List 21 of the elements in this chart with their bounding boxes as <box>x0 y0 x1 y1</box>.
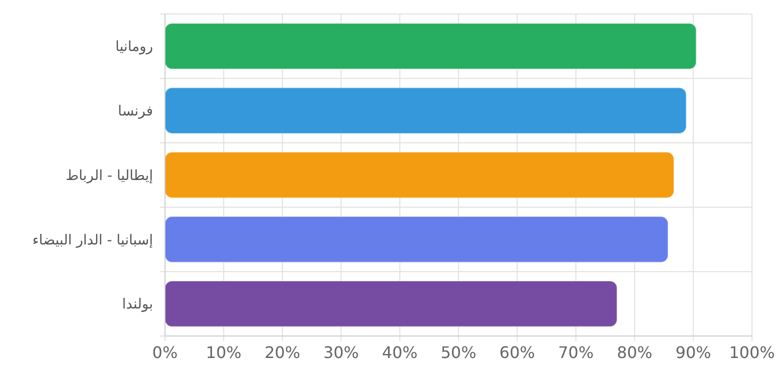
x-tick-label: 30% <box>323 343 359 362</box>
y-tick-label: إيطاليا - الرباط <box>66 168 154 184</box>
bar <box>164 22 697 70</box>
x-tick-label: 70% <box>558 343 594 362</box>
x-tick-label: 100% <box>729 343 775 362</box>
x-tick-label: 50% <box>440 343 476 362</box>
x-tick-label: 20% <box>264 343 300 362</box>
x-tick-label: 0% <box>152 343 178 362</box>
x-tick-label: 90% <box>676 343 712 362</box>
bar <box>164 280 618 328</box>
y-tick-label: إسبانيا - الدار البيضاء <box>32 232 154 248</box>
y-tick-label: بولندا <box>122 296 153 313</box>
y-tick-label: فرنسا <box>118 104 153 120</box>
x-tick-label: 40% <box>382 343 418 362</box>
x-tick-label: 60% <box>499 343 535 362</box>
x-tick-label: 80% <box>616 343 652 362</box>
bar <box>164 87 687 134</box>
bar <box>164 216 669 263</box>
y-tick-label: رومانيا <box>115 39 153 56</box>
x-tick-label: 10% <box>206 343 242 362</box>
bar <box>164 152 674 198</box>
